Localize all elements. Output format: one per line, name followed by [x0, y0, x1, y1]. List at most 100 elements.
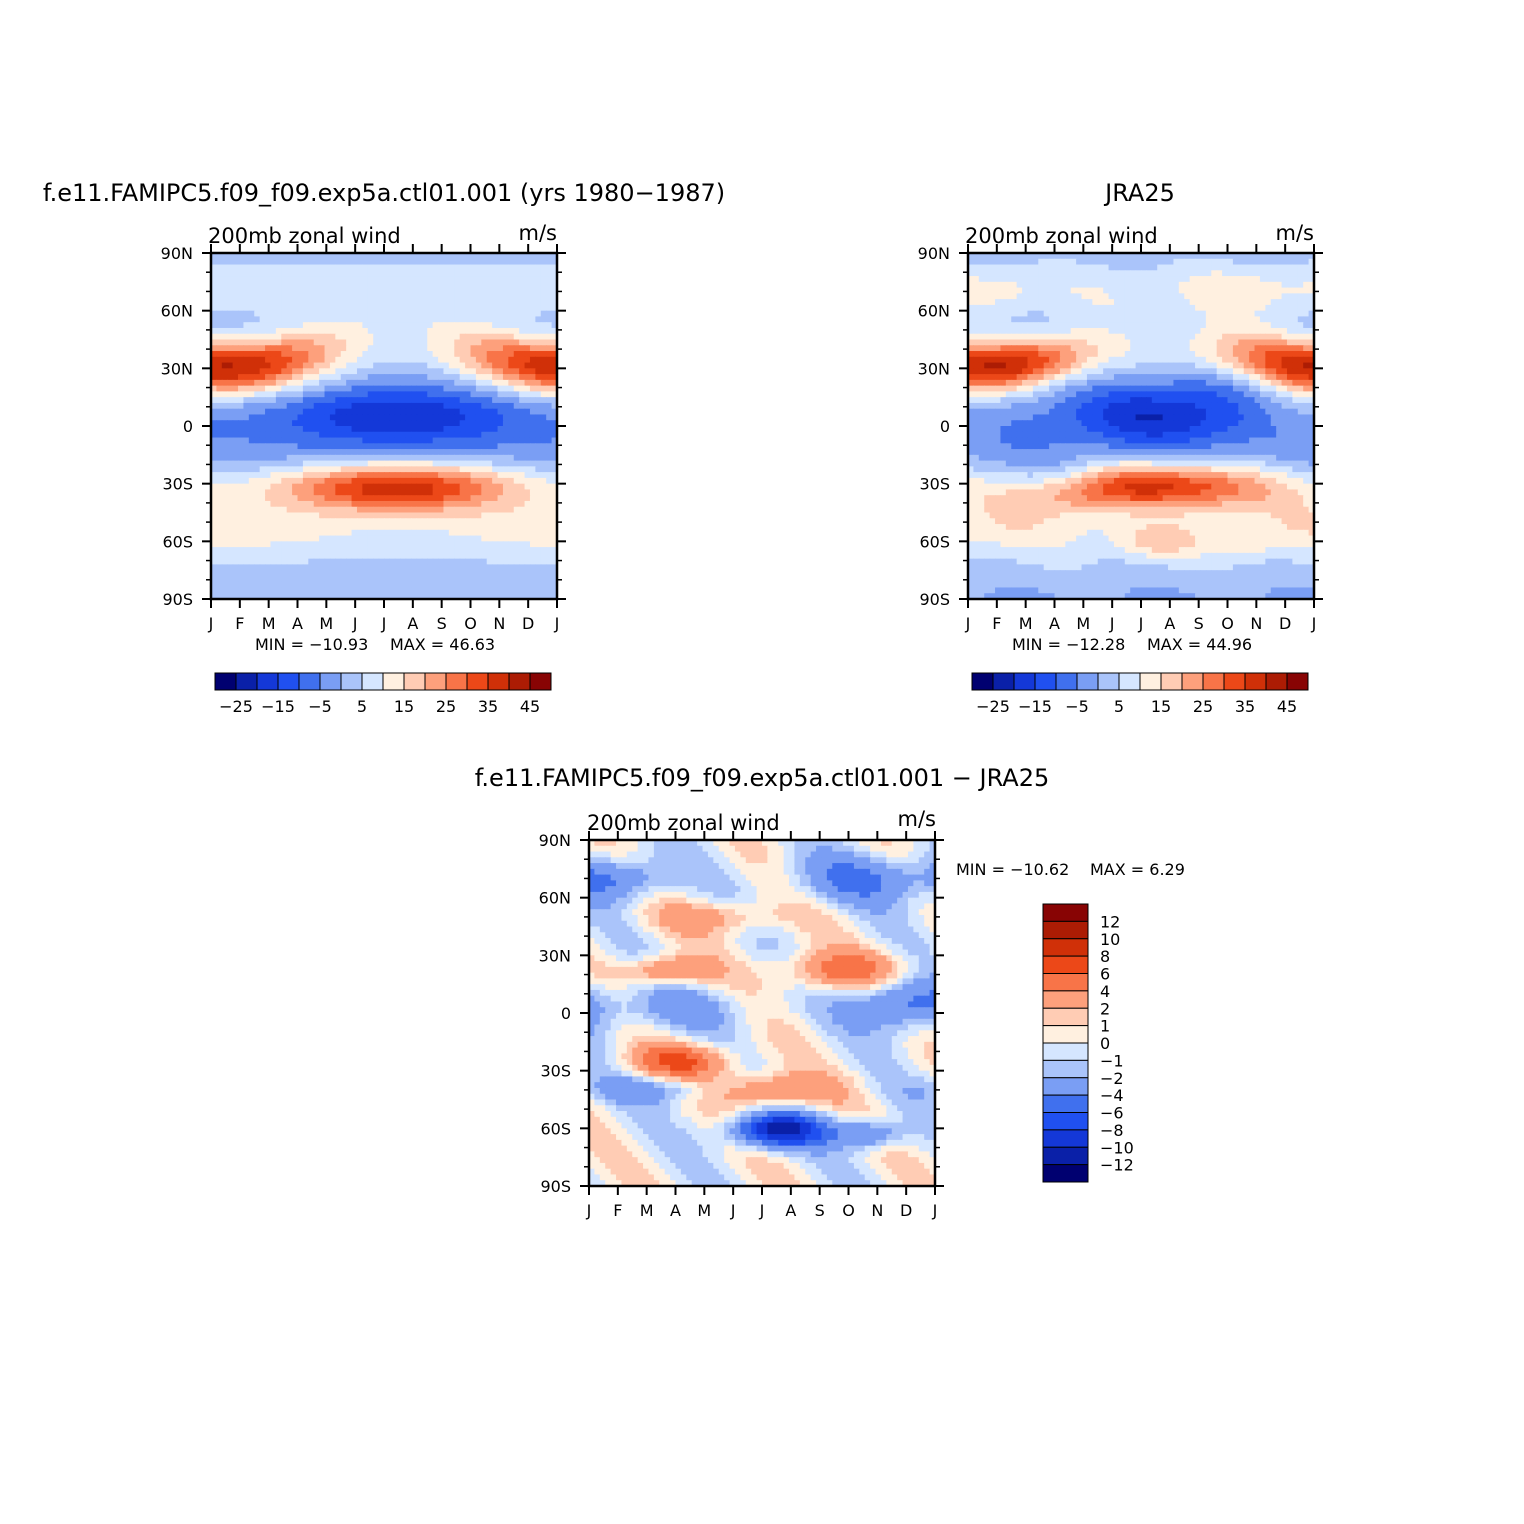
panel-1-x-tick-label: J: [352, 614, 358, 633]
panel-1-cell: [259, 593, 266, 600]
panel-2-cell: [1000, 316, 1007, 323]
panel-1-cell: [411, 581, 418, 589]
panel-2-cell: [1286, 281, 1293, 289]
panel-2-cell: [1292, 310, 1299, 318]
panel-1-cell: [313, 316, 320, 323]
panel-1-cell: [302, 299, 309, 306]
panel-1-cell: [227, 362, 234, 369]
panel-1-cell: [270, 437, 277, 444]
panel-1-cell: [519, 356, 526, 364]
panel-1-cell: [459, 264, 466, 271]
panel-2-cell: [1097, 333, 1104, 341]
panel-2-cell: [1146, 304, 1153, 312]
panel-1-cell: [335, 547, 342, 554]
panel-1-cell: [373, 385, 380, 392]
panel-1-cell: [275, 281, 282, 289]
panel-2-cell: [1135, 299, 1142, 306]
panel-1-cell: [346, 327, 353, 335]
panel-1-cell: [265, 299, 272, 306]
panel-1-cell: [519, 408, 526, 416]
panel-2-cell: [1238, 327, 1245, 335]
panel-1-cell: [286, 581, 293, 589]
panel-1-cell: [497, 541, 504, 548]
panel-1-cell: [373, 351, 380, 358]
panel-1-cell: [508, 351, 515, 358]
panel-1-cell: [313, 454, 320, 462]
panel-1-cell: [529, 426, 536, 433]
panel-1-cell: [470, 351, 477, 358]
panel-1-cell: [411, 593, 418, 600]
panel-2-cell: [1303, 258, 1310, 266]
panel-1-cell: [346, 362, 353, 369]
panel-2-cell: [1124, 304, 1131, 312]
panel-1-cell: [259, 264, 266, 271]
panel-1-cell: [405, 345, 412, 352]
panel-1-cell: [405, 327, 412, 335]
panel-1-cell: [227, 495, 234, 502]
panel-1-cell: [254, 276, 261, 283]
panel-1-cell: [275, 316, 282, 323]
panel-1-cell: [313, 570, 320, 577]
panel-1-cell: [356, 258, 363, 266]
panel-1-cell: [362, 351, 369, 358]
panel-1-cell: [313, 304, 320, 312]
panel-1-cell: [443, 564, 450, 571]
panel-1-cell: [432, 391, 439, 398]
panel-1-cell: [400, 408, 407, 416]
panel-1-cell: [259, 299, 266, 306]
panel-1-cell: [265, 472, 272, 479]
panel-1-cell: [459, 443, 466, 450]
panel-1-cell: [443, 368, 450, 375]
panel-2-cell: [984, 316, 991, 323]
panel-1-cell: [248, 397, 255, 404]
panel-2-cell: [1022, 327, 1029, 335]
panel-1-cell: [535, 351, 542, 358]
panel-1-cell: [443, 547, 450, 554]
panel-1-cell: [411, 391, 418, 398]
panel-2-cell: [1238, 293, 1245, 300]
panel-2-cell: [1022, 299, 1029, 306]
panel-1-cell: [432, 293, 439, 300]
panel-1-cell: [432, 253, 439, 260]
panel-1-cell: [281, 547, 288, 554]
panel-1-cell: [238, 500, 245, 508]
panel-1-cell: [335, 304, 342, 312]
panel-1-cell: [486, 431, 493, 439]
panel-1-cell: [227, 420, 234, 427]
panel-2-cell: [1130, 264, 1137, 271]
panel-2-cell: [1113, 270, 1120, 277]
panel-2-cell: [1243, 253, 1250, 260]
panel-2-cell: [1022, 281, 1029, 289]
panel-1-cell: [540, 454, 547, 462]
panel-1-cell: [254, 564, 261, 571]
panel-2-cell: [1038, 304, 1045, 312]
panel-2-cell: [1173, 316, 1180, 323]
panel-2-cell: [1216, 270, 1223, 277]
panel-1-cell: [265, 524, 272, 531]
panel-1-cell: [254, 345, 261, 352]
panel-1-cell: [443, 304, 450, 312]
panel-1-cell: [238, 270, 245, 277]
panel-1-cell: [540, 356, 547, 364]
panel-1-cell: [286, 414, 293, 421]
panel-1-cell: [529, 558, 536, 565]
panel-1-cell: [400, 414, 407, 421]
panel-2-cell: [1124, 333, 1131, 341]
panel-1-cell: [270, 408, 277, 416]
panel-1-cell: [540, 512, 547, 519]
panel-1-cell: [492, 391, 499, 398]
panel-2-cell: [1097, 293, 1104, 300]
panel-1-cell: [248, 454, 255, 462]
panel-2-cell: [1184, 304, 1191, 312]
panel-1-cell: [389, 575, 396, 583]
panel-2-cell: [1254, 287, 1261, 294]
panel-1-cell: [502, 414, 509, 421]
panel-1-cell: [313, 299, 320, 306]
panel-1-cell: [394, 443, 401, 450]
panel-1-cell: [432, 518, 439, 525]
panel-1-cell: [529, 414, 536, 421]
panel-1-cell: [329, 333, 336, 341]
panel-1-cell: [243, 351, 250, 358]
panel-1-cell: [308, 483, 315, 491]
